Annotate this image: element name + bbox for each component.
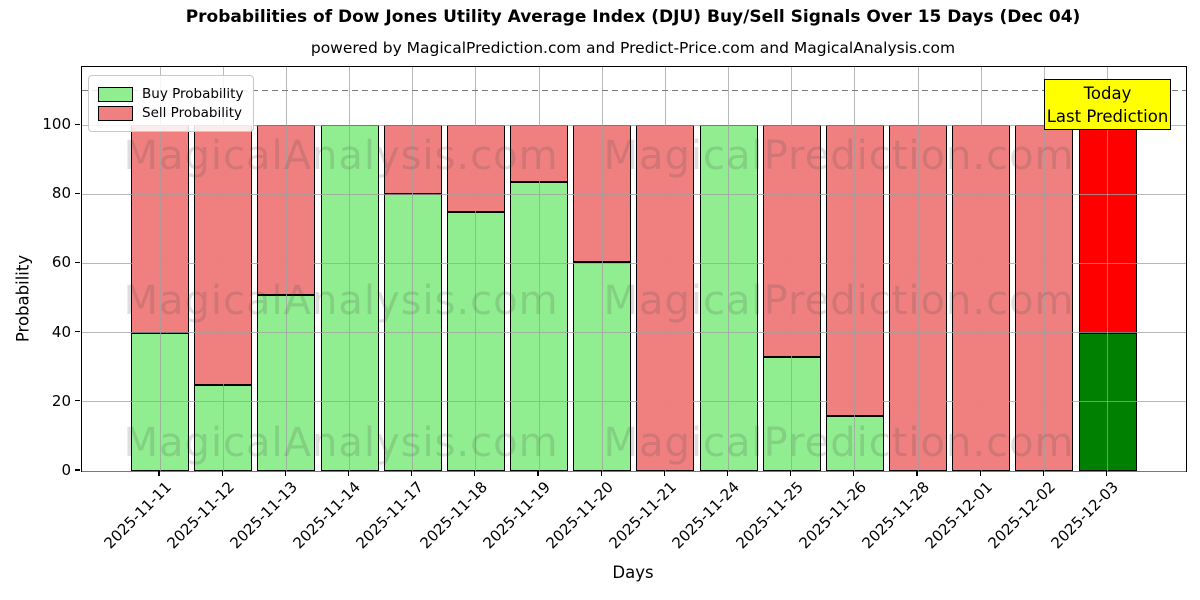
x-tick-label-text: 2025-11-12 — [163, 478, 238, 553]
x-tick-label-text: 2025-12-03 — [1047, 478, 1123, 553]
y-tick-label: 0 — [61, 461, 71, 479]
x-tick-label-text: 2025-11-25 — [732, 478, 807, 553]
x-tick-label-text: 2025-11-17 — [353, 478, 428, 553]
x-tick-label-text: 2025-11-18 — [416, 478, 491, 553]
watermark-text: MagicalAnalysis.com — [123, 278, 559, 324]
y-tick — [75, 469, 80, 471]
reference-line — [82, 89, 1186, 92]
gridline-v — [222, 67, 224, 471]
x-tick — [1105, 471, 1108, 476]
x-tick-label-text: 2025-11-24 — [668, 478, 744, 553]
x-tick — [411, 471, 413, 476]
x-tick — [916, 471, 918, 476]
y-axis-label: Probability — [13, 254, 33, 343]
x-tick-label-text: 2025-11-21 — [605, 478, 681, 553]
legend: Buy Probability Sell Probability — [88, 75, 255, 132]
gridline-v — [412, 67, 414, 471]
x-tick — [537, 471, 539, 476]
gridline-h — [82, 262, 1186, 264]
chart-title: Probabilities of Dow Jones Utility Avera… — [185, 7, 1081, 27]
y-tick — [75, 331, 80, 333]
gridline-v — [285, 67, 287, 471]
legend-item-buy: Buy Probability — [98, 86, 243, 102]
x-tick-label-text: 2025-11-13 — [226, 478, 302, 553]
y-tick — [75, 261, 80, 264]
x-tick-label-text: 2025-11-20 — [542, 478, 617, 553]
plot-area: MagicalAnalysis.com MagicalPrediction.com… — [81, 66, 1187, 472]
y-tick-label: 100 — [42, 115, 71, 134]
x-tick-label-text: 2025-12-02 — [984, 478, 1060, 553]
legend-buy-label: Buy Probability — [142, 86, 244, 102]
x-tick-label-text: 2025-12-01 — [921, 478, 996, 553]
x-tick — [663, 471, 665, 476]
today-annotation-line1: Today — [1083, 83, 1132, 103]
gridline-h — [82, 124, 1186, 126]
gridline-v — [159, 67, 161, 471]
x-tick — [474, 471, 476, 476]
gridline-v — [791, 67, 793, 471]
x-tick-label-text: 2025-11-14 — [289, 478, 365, 553]
x-tick — [790, 471, 792, 476]
x-tick — [158, 471, 160, 476]
watermark-text: MagicalPrediction.com — [603, 420, 1075, 466]
y-tick-label: 60 — [51, 253, 71, 272]
watermark-text: MagicalAnalysis.com — [123, 420, 559, 466]
gridline-v — [349, 67, 350, 471]
x-tick — [600, 471, 602, 476]
x-tick — [347, 471, 350, 476]
chart-subtitle: powered by MagicalPrediction.com and Pre… — [310, 39, 956, 57]
gridline-v — [854, 67, 856, 471]
gridline-v — [664, 67, 666, 471]
y-tick-label: 40 — [51, 322, 71, 341]
x-tick — [726, 471, 729, 476]
gridline-v — [728, 67, 730, 471]
gridline-v — [1107, 67, 1109, 471]
today-annotation: Today Last Prediction — [1044, 79, 1171, 130]
x-axis-label: Days — [612, 563, 654, 582]
y-tick — [75, 400, 80, 402]
y-tick — [75, 123, 80, 125]
gridline-v — [1043, 67, 1045, 471]
today-annotation-line2: Last Prediction — [1046, 106, 1169, 126]
legend-item-sell: Sell Probability — [98, 105, 243, 121]
gridline-h — [82, 470, 1186, 472]
gridline-v — [475, 67, 477, 471]
y-tick-label: 20 — [51, 391, 71, 410]
grid-layer — [82, 67, 1186, 472]
x-tick-label-text: 2025-11-19 — [479, 478, 554, 553]
legend-sell-label: Sell Probability — [142, 105, 243, 121]
y-tick — [75, 192, 80, 194]
watermark-text: MagicalAnalysis.com — [123, 133, 559, 179]
x-tick — [979, 471, 981, 476]
x-tick — [1042, 471, 1044, 476]
gridline-v — [538, 67, 540, 471]
watermark-layer: MagicalAnalysis.com MagicalPrediction.com… — [82, 67, 1186, 471]
x-tick — [284, 471, 286, 476]
watermark-text: MagicalPrediction.com — [603, 133, 1075, 179]
legend-buy-swatch-icon — [98, 86, 133, 102]
gridline-v — [601, 67, 603, 471]
gridline-h — [82, 401, 1186, 403]
y-tick-label: 80 — [51, 184, 71, 203]
x-tick-label-text: 2025-11-26 — [795, 478, 870, 553]
x-tick — [221, 471, 223, 476]
gridline-v — [917, 67, 919, 471]
gridline-h — [82, 332, 1186, 334]
gridline-v — [980, 67, 982, 471]
x-tick-label-text: 2025-11-28 — [858, 478, 933, 553]
gridline-h — [82, 193, 1186, 195]
x-tick — [853, 471, 855, 476]
legend-sell-swatch-icon — [98, 105, 133, 121]
watermark-text: MagicalPrediction.com — [603, 278, 1075, 324]
x-tick-label-text: 2025-11-11 — [100, 478, 175, 553]
